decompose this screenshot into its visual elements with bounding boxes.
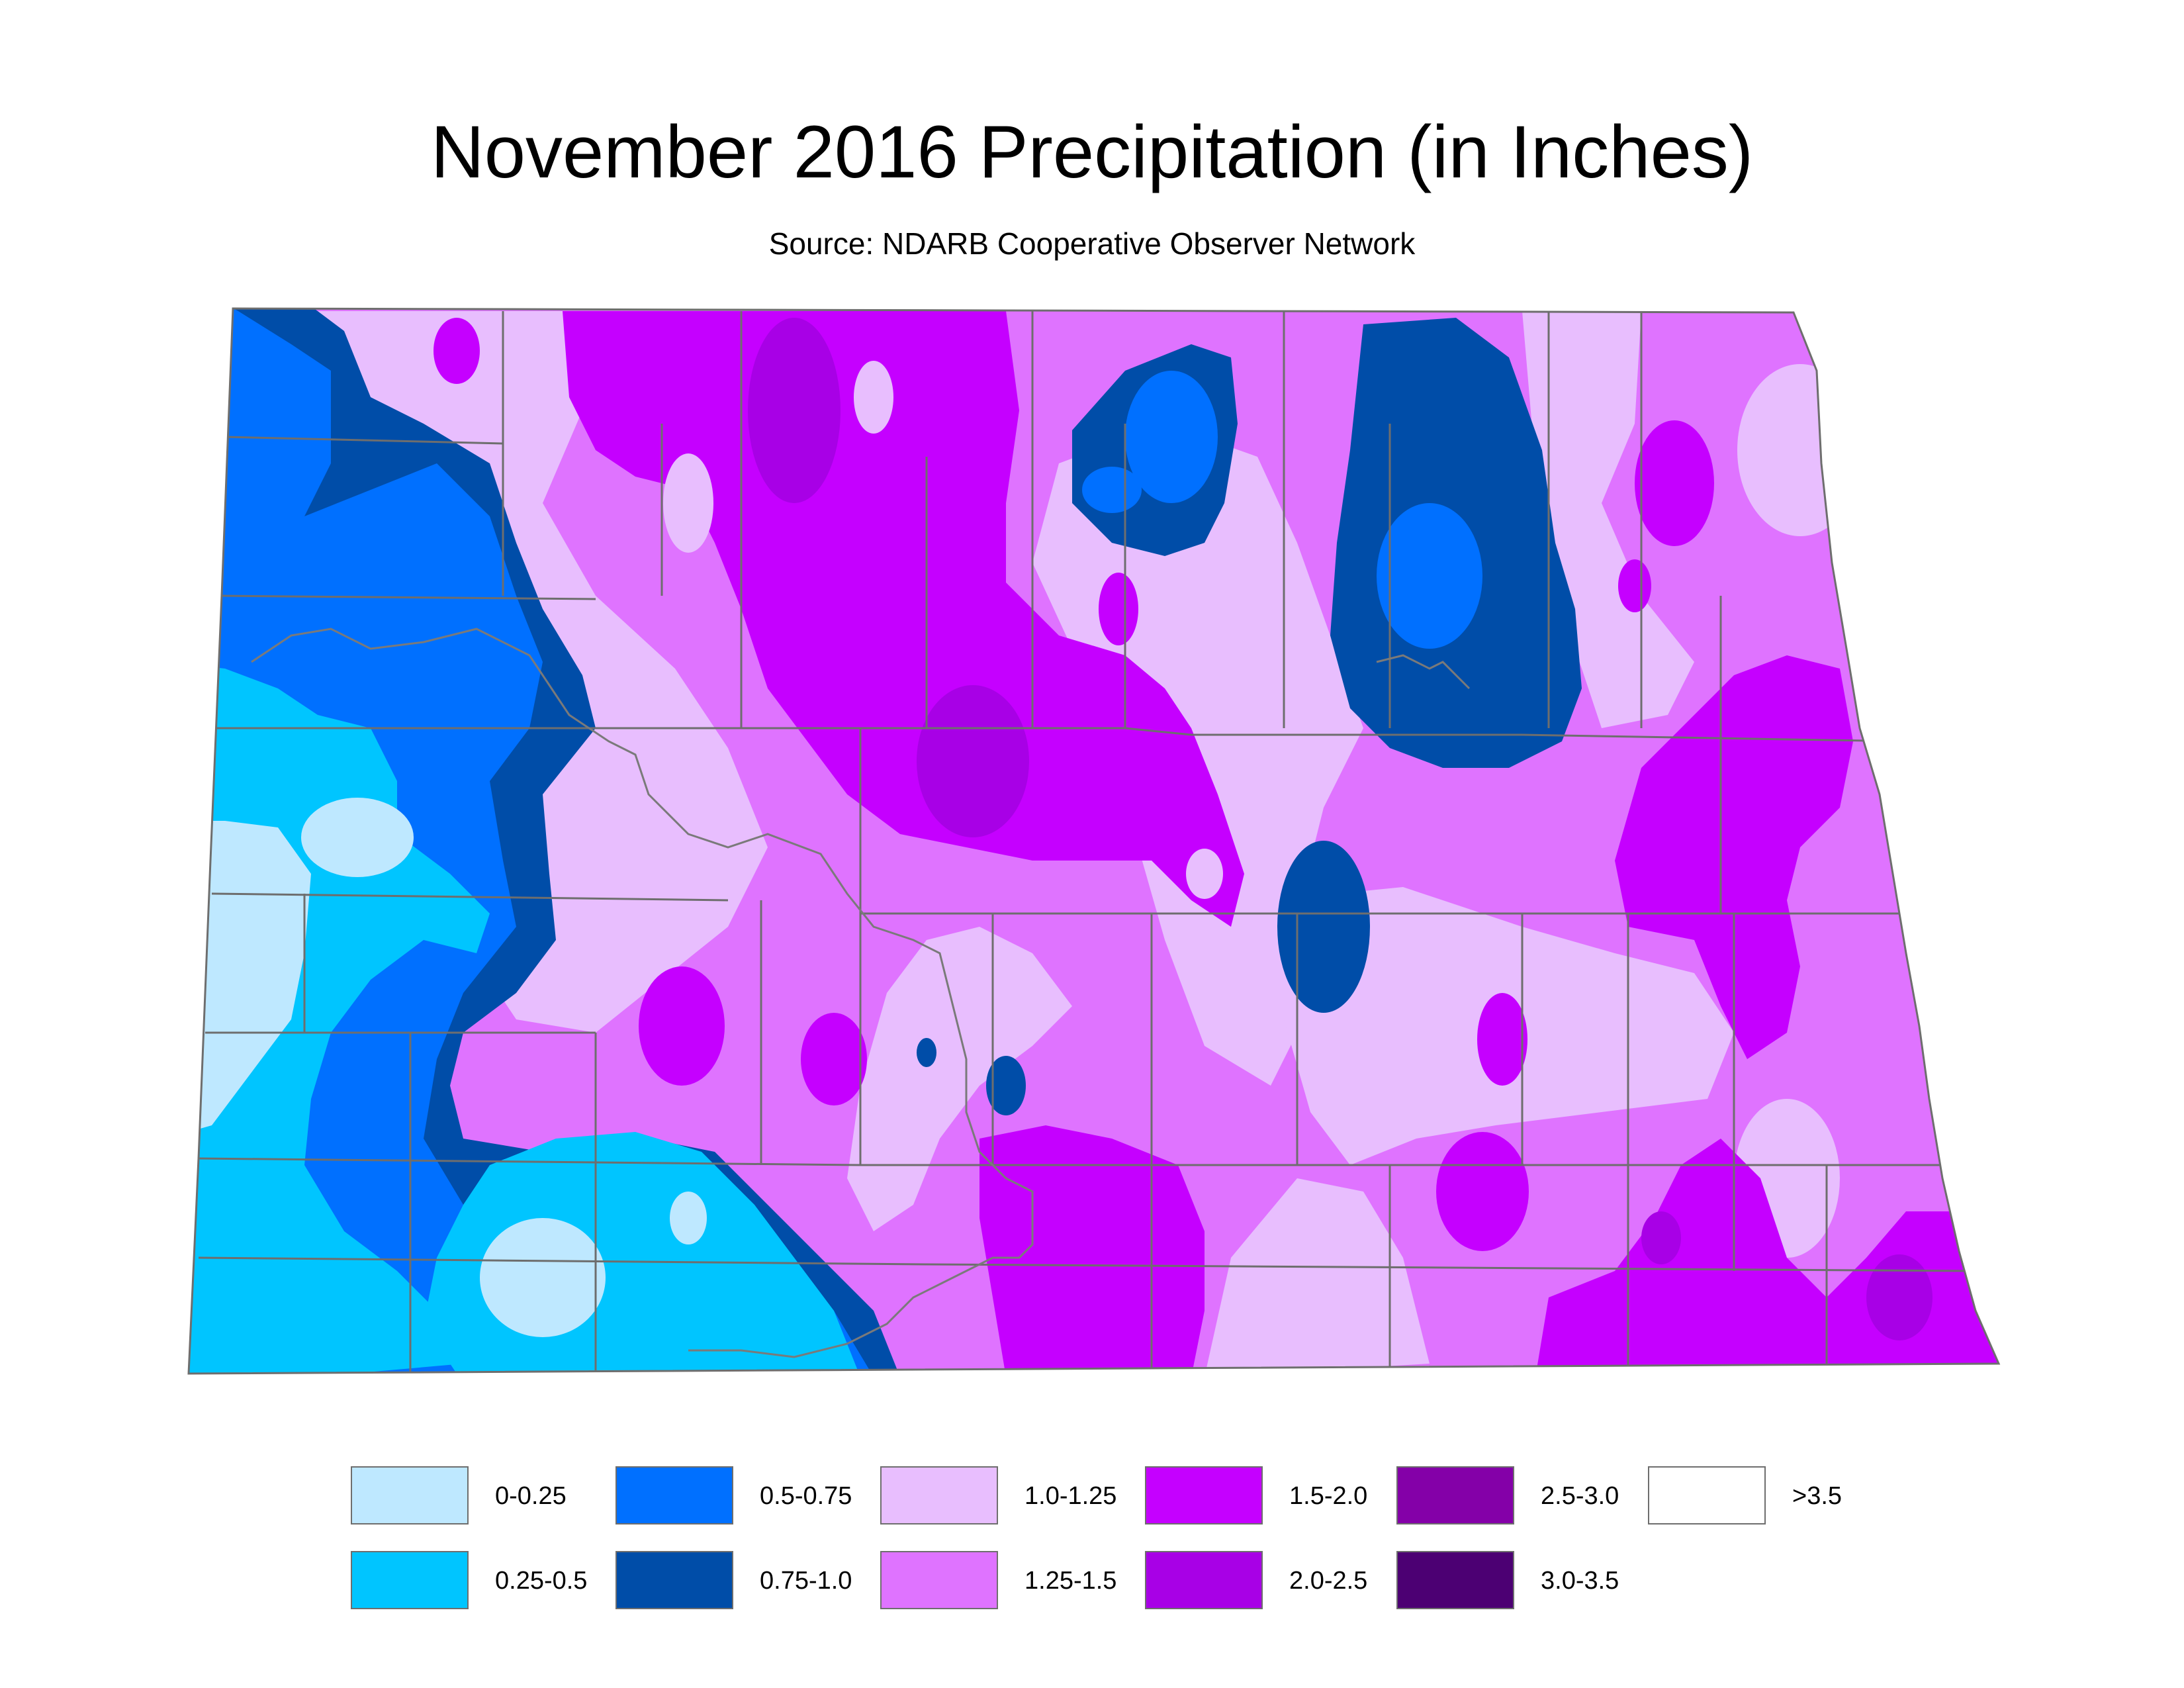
zone-magenta-ne [1635, 420, 1714, 546]
zone-lavender-dot3 [1186, 849, 1223, 899]
legend-label: 1.5-2.0 [1289, 1482, 1368, 1510]
zone-lavender-south [1205, 1178, 1430, 1374]
zone-lavender-dot2 [663, 453, 713, 553]
legend-label: 2.0-2.5 [1289, 1567, 1368, 1595]
legend-label: 0.25-0.5 [495, 1567, 588, 1595]
county-boundaries [198, 311, 1973, 1374]
zone-lightcyan-blob [301, 798, 414, 877]
legend-item: 0.5-0.75 [615, 1466, 880, 1527]
legend-swatch-icon [1145, 1551, 1263, 1609]
rivers [251, 628, 1471, 1358]
legend-swatch-icon [1648, 1466, 1766, 1524]
legend-swatch-icon [1396, 1466, 1514, 1524]
legend-label: 3.0-3.5 [1541, 1567, 1619, 1595]
legend-item: 0-0.25 [351, 1466, 615, 1527]
legend-item: 1.0-1.25 [880, 1466, 1145, 1527]
zone-blue-north2 [1082, 467, 1142, 513]
zone-purple-north [748, 318, 841, 503]
zone-magenta-sw [639, 966, 725, 1086]
legend-label: 2.5-3.0 [1541, 1482, 1619, 1510]
zone-darkblue-center [1277, 841, 1370, 1013]
state-outline [187, 307, 2001, 1375]
map-title: November 2016 Precipitation (in Inches) [430, 111, 1754, 193]
legend-label: 0-0.25 [495, 1482, 567, 1510]
zone-magenta-nw [433, 318, 480, 384]
legend-swatch-icon [880, 1466, 998, 1524]
legend-item: 3.0-3.5 [1396, 1551, 1661, 1612]
devils-lake [1376, 654, 1471, 690]
zone-magenta-east [1615, 655, 1853, 1059]
zone-magenta-ne-dot [1618, 559, 1651, 612]
legend-label: 1.25-1.5 [1024, 1567, 1117, 1595]
legend-swatch-icon [1396, 1551, 1514, 1609]
zone-purple-se [1866, 1254, 1933, 1340]
legend-item: 1.25-1.5 [880, 1551, 1145, 1612]
legend-swatch-icon [351, 1551, 469, 1609]
zone-magenta-east-mid [1477, 993, 1527, 1086]
zone-lightcyan-dot [670, 1192, 707, 1244]
zone-darkblue-dot2 [917, 1038, 936, 1067]
legend-swatch-icon [351, 1466, 469, 1524]
legend-label: >3.5 [1792, 1482, 1843, 1510]
zone-blue-east [1377, 503, 1482, 649]
zone-lavender-dot [854, 361, 893, 434]
legend-item: 1.5-2.0 [1145, 1466, 1410, 1527]
zone-magenta-south-center [979, 1125, 1205, 1374]
zone-purple-se2 [1641, 1211, 1681, 1264]
legend-swatch-icon [880, 1551, 998, 1609]
zone-lavender-mid [1205, 675, 1284, 755]
legend-item: >3.5 [1648, 1466, 1913, 1527]
zone-lavender-east [1522, 311, 1694, 728]
zone-blue-north [1125, 371, 1218, 503]
zone-magenta-se-mid [1436, 1132, 1529, 1251]
legend-swatch-icon [1145, 1466, 1263, 1524]
zone-magenta-north [563, 311, 1244, 927]
zone-purple-center [917, 685, 1029, 837]
zone-lavender-ne [1737, 364, 1863, 536]
legend-label: 0.5-0.75 [760, 1482, 852, 1510]
precipitation-zones [189, 308, 1999, 1374]
legend-item: 2.0-2.5 [1145, 1551, 1410, 1612]
legend-swatch-icon [615, 1551, 733, 1609]
legend: 0-0.25 0.25-0.5 0.5-0.75 0.75-1.0 1.0-1.… [351, 1466, 1873, 1618]
legend-item: 0.25-0.5 [351, 1551, 615, 1612]
map-source: Source: NDARB Cooperative Observer Netwo… [768, 226, 1416, 261]
zone-lightcyan-south [480, 1218, 606, 1337]
legend-swatch-icon [615, 1466, 733, 1524]
zone-lavender-river [847, 927, 1072, 1231]
zone-magenta-mid [801, 1013, 867, 1105]
legend-label: 0.75-1.0 [760, 1567, 852, 1595]
zone-blue-west [189, 308, 874, 1374]
legend-item: 0.75-1.0 [615, 1551, 880, 1612]
legend-item: 2.5-3.0 [1396, 1466, 1661, 1527]
zone-darkblue-dot1 [986, 1056, 1026, 1115]
missouri-river [251, 628, 1034, 1358]
legend-label: 1.0-1.25 [1024, 1482, 1117, 1510]
zone-magenta-dot [1099, 573, 1138, 645]
